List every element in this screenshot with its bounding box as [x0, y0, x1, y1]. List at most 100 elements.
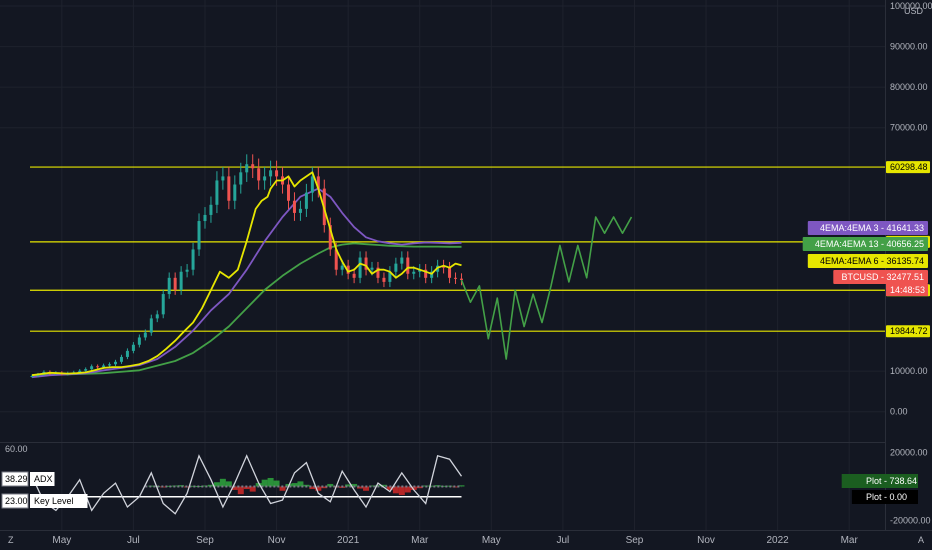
histogram-bar[interactable] — [213, 482, 220, 487]
histogram-bar[interactable] — [178, 485, 185, 487]
price-candle-body[interactable] — [316, 176, 320, 189]
price-candle-body[interactable] — [442, 265, 446, 268]
series-line-ema6[interactable] — [31, 171, 462, 377]
histogram-bar[interactable] — [309, 486, 316, 490]
histogram-bar[interactable] — [416, 486, 423, 489]
histogram-bar[interactable] — [255, 483, 262, 487]
corner-label-left[interactable]: Z — [8, 535, 14, 545]
histogram-bar[interactable] — [440, 485, 447, 487]
price-candle-body[interactable] — [161, 294, 165, 315]
price-candle-body[interactable] — [191, 249, 195, 270]
price-candle-body[interactable] — [251, 164, 255, 169]
histogram-bar[interactable] — [351, 483, 358, 487]
price-tag[interactable] — [833, 270, 928, 284]
histogram-bar[interactable] — [201, 485, 208, 487]
histogram-bar[interactable] — [327, 483, 334, 487]
price-candle-body[interactable] — [286, 184, 290, 201]
price-candle-body[interactable] — [388, 271, 392, 282]
histogram-bar[interactable] — [357, 486, 364, 489]
price-candle-body[interactable] — [209, 204, 213, 215]
price-candle-body[interactable] — [334, 249, 338, 270]
price-candle-body[interactable] — [90, 366, 94, 370]
histogram-bar[interactable] — [380, 484, 387, 487]
histogram-bar[interactable] — [369, 485, 376, 487]
price-candle-body[interactable] — [108, 364, 112, 366]
histogram-bar[interactable] — [225, 481, 232, 487]
price-candle-body[interactable] — [203, 214, 207, 222]
price-candle-body[interactable] — [143, 332, 147, 338]
histogram-bar[interactable] — [243, 486, 250, 490]
histogram-bar[interactable] — [428, 485, 435, 487]
price-candle-body[interactable] — [257, 168, 261, 181]
price-candle-body[interactable] — [263, 176, 267, 181]
price-candle-body[interactable] — [96, 366, 100, 368]
histogram-bar[interactable] — [363, 486, 370, 491]
histogram-bar[interactable] — [297, 481, 304, 487]
price-candle-body[interactable] — [328, 225, 332, 250]
price-candle-body[interactable] — [430, 271, 434, 278]
price-candle-body[interactable] — [155, 314, 159, 319]
price-candle-body[interactable] — [137, 337, 141, 345]
price-candle-body[interactable] — [352, 273, 356, 278]
price-candle-body[interactable] — [269, 170, 273, 177]
histogram-bar[interactable] — [190, 485, 197, 487]
histogram-bar[interactable] — [249, 486, 256, 492]
price-candle-body[interactable] — [227, 176, 231, 201]
series-line-projection[interactable] — [460, 216, 633, 360]
price-candle-body[interactable] — [448, 267, 452, 278]
price-candle-body[interactable] — [298, 208, 302, 213]
price-candle-body[interactable] — [173, 277, 177, 290]
price-candle-body[interactable] — [30, 376, 34, 378]
histogram-bar[interactable] — [404, 486, 411, 493]
histogram-bar[interactable] — [452, 486, 459, 488]
corner-label-right[interactable]: A — [918, 535, 924, 545]
histogram-bar[interactable] — [410, 486, 417, 490]
indicator-tag[interactable] — [841, 474, 918, 488]
price-candle-body[interactable] — [370, 267, 374, 270]
histogram-bar[interactable] — [231, 486, 238, 490]
adx-line[interactable] — [31, 454, 463, 515]
price-candle-body[interactable] — [197, 221, 201, 250]
price-candle-body[interactable] — [179, 271, 183, 290]
price-candle-body[interactable] — [185, 269, 189, 272]
price-tag[interactable] — [807, 221, 928, 235]
price-candle-body[interactable] — [454, 277, 458, 279]
price-candle-body[interactable] — [78, 370, 82, 373]
price-candle-body[interactable] — [119, 356, 123, 362]
price-candle-body[interactable] — [239, 172, 243, 185]
histogram-bar[interactable] — [166, 485, 173, 487]
histogram-bar[interactable] — [315, 486, 322, 491]
price-candle-body[interactable] — [149, 318, 153, 333]
price-candle-body[interactable] — [346, 265, 350, 274]
histogram-bar[interactable] — [386, 486, 393, 490]
histogram-bar[interactable] — [273, 480, 280, 487]
histogram-bar[interactable] — [345, 484, 352, 487]
indicator-pane[interactable]: 38.29 ADX 23.00 Key Level — [1, 454, 465, 515]
price-candle-body[interactable] — [358, 257, 362, 278]
price-candle-body[interactable] — [400, 257, 404, 264]
price-candle-body[interactable] — [125, 350, 129, 357]
price-candle-body[interactable] — [418, 269, 422, 272]
price-candle-body[interactable] — [131, 344, 135, 351]
series-line-ema13[interactable] — [31, 242, 462, 377]
histogram-bar[interactable] — [291, 483, 298, 487]
histogram-bar[interactable] — [237, 486, 244, 495]
price-candle-body[interactable] — [245, 164, 249, 173]
price-candle-body[interactable] — [424, 269, 428, 278]
price-candle-body[interactable] — [340, 265, 344, 270]
histogram-bar[interactable] — [398, 486, 405, 496]
price-candle-body[interactable] — [292, 200, 296, 213]
price-axis[interactable]: 100000.00 90000.00 80000.00 70000.00 10000.0… — [802, 1, 932, 526]
histogram-bar[interactable] — [321, 486, 328, 489]
price-candle-body[interactable] — [233, 184, 237, 201]
price-candle-body[interactable] — [114, 361, 118, 365]
price-candle-body[interactable] — [459, 278, 463, 280]
indicator-tag[interactable] — [851, 490, 918, 504]
price-candle-body[interactable] — [406, 257, 410, 274]
histogram-bar[interactable] — [392, 486, 399, 494]
histogram-bar[interactable] — [219, 478, 226, 487]
price-candle-body[interactable] — [215, 180, 219, 205]
price-candle-body[interactable] — [382, 277, 386, 282]
histogram-bar[interactable] — [267, 477, 274, 487]
